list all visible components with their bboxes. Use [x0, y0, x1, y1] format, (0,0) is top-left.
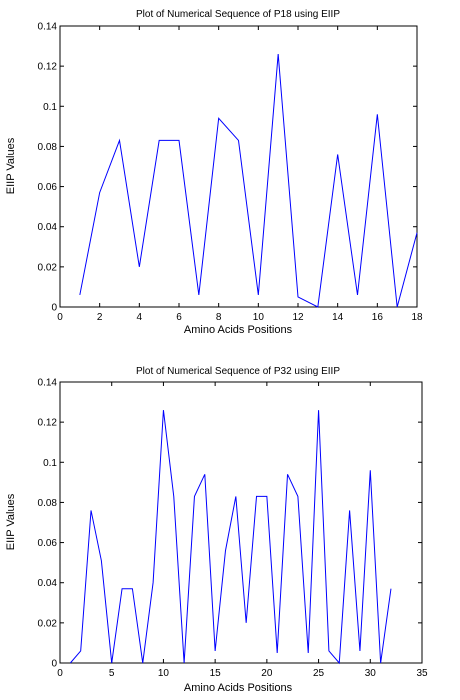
x-tick-label: 14	[332, 312, 344, 323]
x-axis-label: Amino Acids Positions	[184, 324, 293, 336]
x-tick-label: 16	[372, 312, 384, 323]
x-tick-label: 5	[109, 668, 115, 679]
x-tick-label: 12	[292, 312, 304, 323]
y-tick-label: 0.1	[43, 102, 57, 113]
y-tick-label: 0	[51, 303, 57, 314]
x-tick-label: 2	[97, 312, 103, 323]
y-axis: 0 0.02 0.04 0.06 0.08 0.1 0.12 0.14	[38, 22, 417, 314]
chart-p18: Plot of Numerical Sequence of P18 using …	[5, 9, 423, 336]
y-axis-label: EIIP Values	[5, 137, 17, 194]
series-line	[79, 54, 418, 308]
series-line	[69, 410, 392, 665]
y-tick-label: 0.12	[38, 62, 58, 73]
y-tick-label: 0.02	[38, 262, 58, 273]
x-tick-label: 15	[210, 668, 222, 679]
x-axis: 0 5 10 15 20 25 30 35	[57, 382, 428, 679]
x-tick-label: 6	[176, 312, 182, 323]
y-tick-label: 0.04	[38, 578, 58, 589]
chart-p32: Plot of Numerical Sequence of P32 using …	[5, 366, 428, 694]
x-tick-label: 0	[57, 312, 63, 323]
y-tick-label: 0	[51, 659, 57, 670]
x-tick-label: 18	[411, 312, 423, 323]
x-tick-label: 35	[416, 668, 428, 679]
x-axis-label: Amino Acids Positions	[184, 682, 293, 694]
y-tick-label: 0.08	[38, 498, 58, 509]
x-tick-label: 20	[261, 668, 273, 679]
x-tick-label: 10	[158, 668, 170, 679]
y-tick-label: 0.14	[38, 22, 58, 33]
y-tick-label: 0.12	[38, 418, 58, 429]
x-tick-label: 8	[216, 312, 222, 323]
x-tick-label: 4	[137, 312, 143, 323]
plot-area	[59, 25, 418, 308]
y-tick-label: 0.06	[38, 538, 58, 549]
y-tick-label: 0.02	[38, 618, 58, 629]
chart-title: Plot of Numerical Sequence of P18 using …	[136, 9, 340, 20]
y-tick-label: 0.08	[38, 142, 58, 153]
x-tick-label: 0	[57, 668, 63, 679]
x-axis: 0 2 4 6 8 10 12 14 16 18	[57, 26, 423, 323]
x-tick-label: 25	[313, 668, 325, 679]
chart-title: Plot of Numerical Sequence of P32 using …	[136, 366, 340, 377]
y-tick-label: 0.06	[38, 182, 58, 193]
y-tick-label: 0.1	[43, 458, 57, 469]
y-tick-label: 0.04	[38, 222, 58, 233]
y-tick-label: 0.14	[38, 378, 58, 389]
x-tick-label: 10	[253, 312, 265, 323]
y-axis-label: EIIP Values	[5, 493, 17, 550]
y-axis: 0 0.02 0.04 0.06 0.08 0.1 0.12 0.14	[38, 378, 422, 670]
x-tick-label: 30	[365, 668, 377, 679]
